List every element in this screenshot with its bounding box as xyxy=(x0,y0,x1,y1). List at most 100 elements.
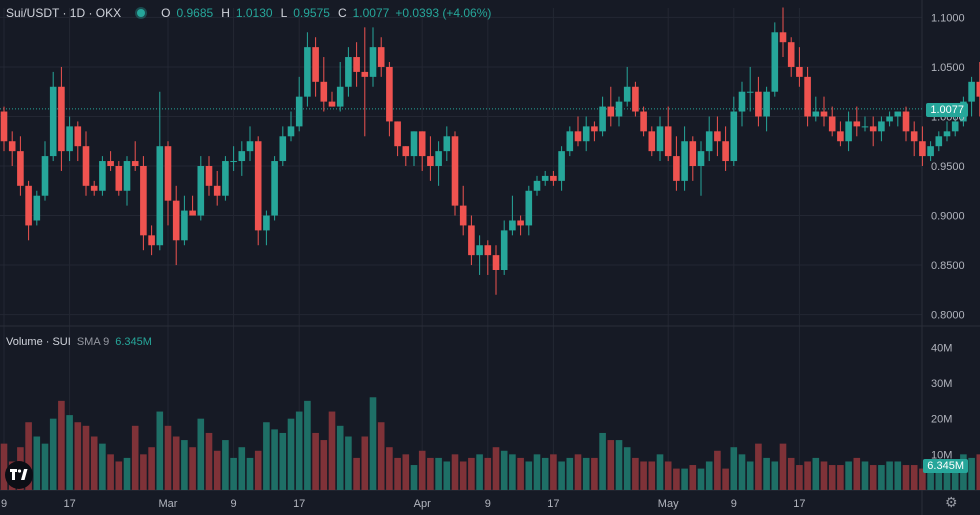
candle-body xyxy=(533,180,541,191)
volume-bar xyxy=(894,461,902,490)
volume-tick-label: 20M xyxy=(931,414,952,426)
volume-bar xyxy=(705,461,713,490)
candle-body xyxy=(74,126,82,147)
volume-bar xyxy=(213,450,221,490)
high-value: 1.0130 xyxy=(235,6,273,20)
candle-body xyxy=(312,47,319,82)
volume-bar xyxy=(345,436,352,490)
volume-bar xyxy=(648,461,656,490)
volume-bar xyxy=(377,422,385,490)
candle-body xyxy=(812,111,820,117)
volume-bar xyxy=(525,461,533,490)
volume-bar xyxy=(205,432,213,490)
volume-bar xyxy=(730,447,738,490)
volume-bar xyxy=(878,465,885,490)
time-tick-label: 9 xyxy=(485,498,491,510)
candle-body xyxy=(427,156,434,166)
volume-tick-label: 40M xyxy=(931,342,952,354)
candle-body xyxy=(673,156,680,181)
sma-value: 6.345M xyxy=(115,336,152,348)
volume-bar xyxy=(566,457,574,490)
volume-bar xyxy=(550,454,557,490)
candle-body xyxy=(377,47,385,67)
volume-bar xyxy=(33,436,41,490)
candle-body xyxy=(755,91,762,117)
price-axis[interactable]: 1.10001.05001.00000.95000.90000.85000.80… xyxy=(931,12,965,321)
volume-bar xyxy=(541,457,549,490)
volume-bar xyxy=(410,465,418,490)
high-label: H xyxy=(221,6,230,20)
candle-body xyxy=(705,131,713,152)
volume-bar xyxy=(722,468,729,490)
volume-bar xyxy=(435,457,442,490)
candle-body xyxy=(394,121,401,147)
candle-body xyxy=(82,146,90,186)
symbol-title[interactable]: Sui/USDT · 1D · OKX xyxy=(6,6,122,20)
candle-body xyxy=(582,126,590,142)
candle-body xyxy=(763,91,770,117)
time-tick-label: 17 xyxy=(547,498,559,510)
volume-bar xyxy=(66,415,73,490)
candle-body xyxy=(287,126,295,137)
volume-bar xyxy=(697,468,705,490)
candle-body xyxy=(328,101,336,107)
tradingview-logo[interactable] xyxy=(5,461,33,489)
volume-bar xyxy=(25,422,32,490)
volume-bar xyxy=(443,461,451,490)
low-value: 0.9575 xyxy=(293,6,330,20)
volume-tick-label: 30M xyxy=(931,378,952,390)
candle-body xyxy=(714,131,721,142)
candle-body xyxy=(353,57,360,72)
volume-bar xyxy=(115,461,123,490)
candle-body xyxy=(648,131,656,152)
candle-body xyxy=(853,121,861,127)
candle-body xyxy=(148,235,155,246)
candle-body xyxy=(492,255,500,270)
volume-bar xyxy=(623,447,631,490)
volume-bar xyxy=(148,447,155,490)
candle-body xyxy=(222,161,229,196)
volume-bar xyxy=(869,465,877,490)
volume-bar xyxy=(796,465,803,490)
candle-body xyxy=(640,111,647,132)
volume-tick-label: 10M xyxy=(931,449,952,461)
candle-body xyxy=(295,96,303,127)
candle-body xyxy=(410,131,418,157)
candle-body xyxy=(796,66,803,77)
candle-body xyxy=(468,225,475,256)
volume-bar xyxy=(582,457,590,490)
volume-bar xyxy=(271,429,278,490)
time-tick-label: 17 xyxy=(63,498,75,510)
candle-body xyxy=(886,116,893,122)
volume-label[interactable]: Volume · SUI xyxy=(6,336,71,348)
time-tick-label: Mar xyxy=(159,498,178,510)
price-tick-label: 0.8500 xyxy=(931,260,965,272)
candle-body xyxy=(623,86,631,102)
candle-body xyxy=(632,86,639,112)
volume-bar xyxy=(304,400,311,490)
time-axis[interactable]: 9 17 Mar 9 17 Apr 9 17 May 9 17 xyxy=(1,498,806,510)
gear-icon[interactable]: ⚙ xyxy=(945,494,958,510)
price-tick-label: 1.1000 xyxy=(931,12,965,24)
volume-bar xyxy=(828,465,836,490)
candle-body xyxy=(837,131,844,142)
candle-body xyxy=(500,230,508,270)
candle-body xyxy=(615,101,623,117)
volume-bar xyxy=(558,461,565,490)
volume-bar xyxy=(386,447,393,490)
volume-bar xyxy=(41,443,49,490)
volume-bars xyxy=(0,397,980,490)
candle-body xyxy=(779,32,787,43)
candle-body xyxy=(566,131,574,152)
volume-bar xyxy=(771,461,779,490)
candle-body xyxy=(820,111,828,117)
volume-bar xyxy=(599,432,606,490)
candle-body xyxy=(361,71,369,77)
volume-bar xyxy=(312,432,319,490)
time-tick-label: Apr xyxy=(414,498,431,510)
candle-body xyxy=(279,136,287,162)
time-tick-label: 9 xyxy=(1,498,7,510)
candle-body xyxy=(205,166,213,186)
volume-bar xyxy=(181,440,188,490)
